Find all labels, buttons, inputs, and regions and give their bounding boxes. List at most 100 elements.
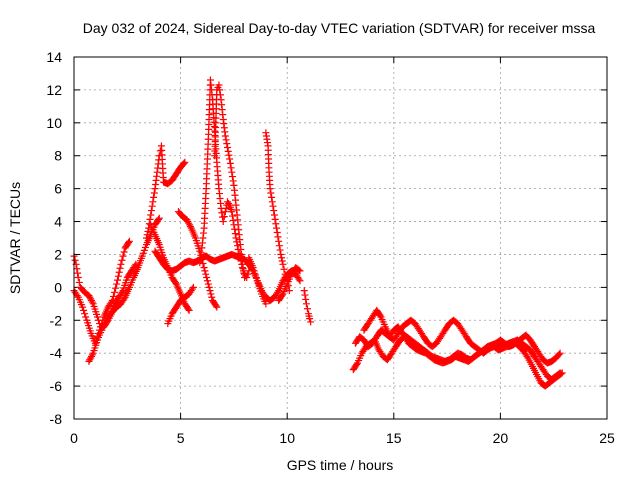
data-point (306, 315, 314, 323)
data-point (295, 275, 303, 283)
data-point (215, 81, 223, 89)
data-point (82, 313, 90, 321)
data-point (87, 295, 95, 303)
series-track-11 (211, 81, 249, 281)
data-point (275, 237, 283, 245)
x-tick-labels: 0 5 10 15 20 25 (70, 430, 615, 446)
data-point (241, 273, 249, 281)
y-tick-label: 12 (46, 82, 62, 98)
data-point (73, 265, 81, 273)
data-point (204, 280, 212, 288)
data-point (274, 233, 282, 241)
data-point (251, 270, 259, 278)
data-point (278, 257, 286, 265)
data-point (239, 265, 247, 273)
y-tick-label: 6 (54, 181, 62, 197)
data-point (120, 295, 128, 303)
data-point (186, 222, 194, 230)
data-point (303, 305, 311, 313)
grid-lines (74, 57, 607, 419)
y-tick-label: 4 (54, 214, 62, 230)
data-point (203, 273, 211, 281)
data-point (147, 207, 155, 215)
y-axis-label: SDTVAR / TECUs (7, 182, 23, 294)
data-point (180, 159, 188, 167)
data-point (229, 177, 237, 185)
data-point (208, 293, 216, 301)
data-point (296, 267, 304, 275)
data-point (238, 260, 246, 268)
data-point (142, 234, 150, 242)
y-tick-label: -6 (50, 378, 63, 394)
data-point (236, 254, 244, 262)
x-tick-label: 25 (599, 430, 615, 446)
data-point (266, 185, 274, 193)
data-point (144, 227, 152, 235)
y-tick-label: 14 (46, 49, 62, 65)
data-point (252, 273, 260, 281)
data-point (225, 199, 233, 207)
y-tick-labels: -8 -6 -4 -2 0 2 4 6 8 10 12 14 (46, 49, 62, 427)
data-point (244, 270, 252, 278)
data-point (112, 284, 120, 292)
data-point (199, 260, 207, 268)
series-track-7 (164, 283, 197, 328)
data-point (307, 318, 315, 326)
data-point (226, 159, 234, 167)
data-point (273, 229, 281, 237)
data-point (183, 216, 191, 224)
data-point (271, 215, 279, 223)
x-axis-label: GPS time / hours (287, 457, 394, 473)
series-track-2 (70, 252, 106, 334)
series-track-10 (196, 76, 253, 281)
data-point (221, 208, 229, 216)
data-point (87, 354, 95, 362)
data-point (267, 189, 275, 197)
data-point (185, 306, 193, 314)
data-point (274, 288, 282, 296)
data-point (109, 292, 117, 300)
data-point (75, 278, 83, 286)
data-point (87, 352, 95, 360)
data-point (86, 293, 94, 301)
data-point (222, 204, 230, 212)
data-point (302, 295, 310, 303)
data-point (117, 260, 125, 268)
data-point (185, 219, 193, 227)
data-point (171, 279, 179, 287)
data-point (558, 369, 566, 377)
data-point (278, 254, 286, 262)
data-point (118, 256, 126, 264)
data-point (221, 132, 229, 140)
data-point (201, 267, 209, 275)
data-point (228, 173, 236, 181)
data-point (113, 280, 121, 288)
data-point (196, 254, 204, 262)
data-point (237, 257, 245, 265)
data-point (296, 277, 304, 285)
data-point (279, 260, 287, 268)
data-point (226, 155, 234, 163)
y-tick-label: 8 (54, 148, 62, 164)
data-point (197, 249, 205, 257)
series-track-18 (360, 306, 564, 367)
data-point (196, 259, 204, 267)
data-point (87, 297, 95, 305)
series-track-15 (300, 287, 315, 326)
data-point (119, 252, 127, 260)
data-point (202, 270, 210, 278)
data-point (240, 269, 248, 277)
x-tick-label: 10 (279, 430, 295, 446)
data-point (149, 198, 157, 206)
data-point (200, 264, 208, 272)
data-point (186, 221, 194, 229)
data-point (125, 237, 133, 245)
data-point (155, 214, 163, 222)
data-point (219, 218, 227, 226)
data-point (207, 290, 215, 298)
data-point (231, 230, 239, 238)
data-point (280, 265, 288, 273)
data-point (301, 291, 309, 299)
data-point (262, 300, 270, 308)
